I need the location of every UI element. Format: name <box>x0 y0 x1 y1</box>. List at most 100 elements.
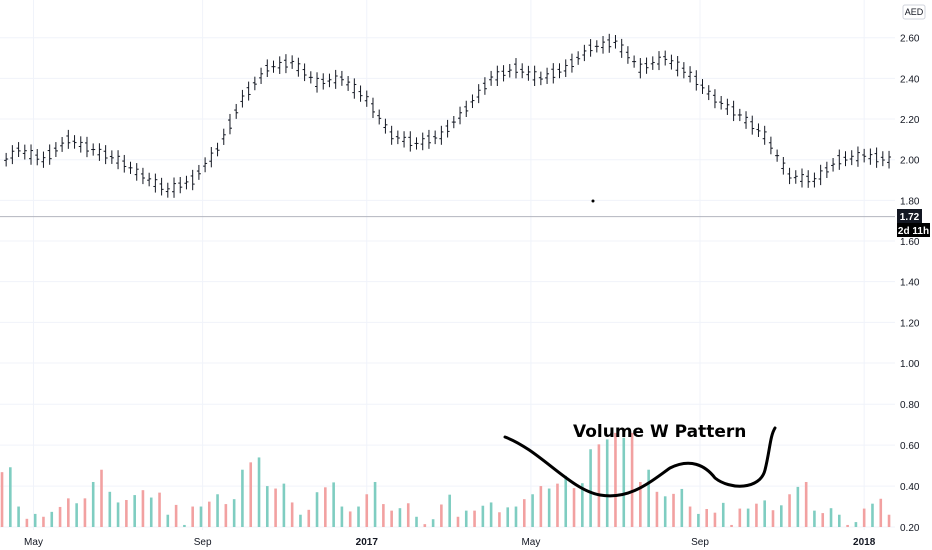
volume-bar <box>788 494 791 527</box>
volume-bar <box>887 514 891 527</box>
volume-bar <box>506 507 510 527</box>
volume-bar <box>813 510 816 527</box>
volume-bar <box>191 506 194 527</box>
volume-bar <box>390 510 393 527</box>
volume-bar <box>373 481 377 527</box>
volume-bar <box>854 522 858 527</box>
volume-bar <box>365 494 369 527</box>
volume-bar <box>547 488 551 527</box>
volume-bar <box>166 514 170 527</box>
volume-bar <box>531 494 534 527</box>
volume-bar <box>299 514 302 527</box>
volume-bar <box>564 475 568 527</box>
volume-bar <box>125 499 128 527</box>
volume-bar <box>456 516 460 527</box>
volume-bar <box>705 508 708 527</box>
volume-bar <box>67 498 70 527</box>
volume-bar <box>25 518 29 527</box>
volume-bar <box>663 496 667 527</box>
volume-bar <box>879 498 883 527</box>
volume-bar <box>50 511 54 527</box>
volume-bar <box>572 488 576 527</box>
volume-bar <box>821 513 825 527</box>
countdown-badge: 2d 11h <box>897 223 930 237</box>
volume-bar <box>382 504 385 527</box>
time-axis: MaySep2017MaySep2018MaySep2019May82020Ma… <box>24 537 876 548</box>
time-axis-label: Sep <box>691 537 709 548</box>
volume-bar <box>116 502 120 527</box>
volume-bar <box>274 488 277 527</box>
volume-bar <box>597 444 601 527</box>
price-axis-label: 2.20 <box>900 115 920 126</box>
volume-w-annotation: Volume W Pattern <box>573 422 746 442</box>
time-axis-label: 2018 <box>853 537 876 548</box>
volume-bar <box>241 469 244 527</box>
volume-bar <box>149 497 153 527</box>
time-axis-label: May <box>24 537 43 548</box>
volume-bar <box>290 502 294 527</box>
volume-bar <box>871 503 874 527</box>
price-axis-label: 1.20 <box>900 318 920 329</box>
time-axis-label: May <box>521 537 540 548</box>
volume-bar <box>440 504 443 527</box>
time-axis-label: 2017 <box>356 537 379 548</box>
volume-bar <box>58 506 62 527</box>
currency-label-text: AED <box>905 7 924 17</box>
volume-bar <box>324 487 327 527</box>
price-axis-label: 2.40 <box>900 74 920 85</box>
volume-axis-label: 0.60 <box>900 441 920 452</box>
volume-bar <box>398 508 402 527</box>
volume-bars <box>0 432 891 527</box>
volume-bar <box>713 512 717 527</box>
volume-bar <box>174 504 178 527</box>
volume-bar <box>133 495 136 527</box>
price-axis-label: 2.60 <box>900 34 920 45</box>
volume-bar <box>846 524 849 527</box>
volume-bar <box>257 457 261 527</box>
volume-bar <box>207 501 211 527</box>
volume-axis-label: 0.20 <box>900 523 920 534</box>
volume-bar <box>589 449 592 527</box>
volume-bar <box>614 432 617 527</box>
volume-bar <box>249 462 253 527</box>
volume-bar <box>779 505 783 527</box>
volume-bar <box>42 516 45 527</box>
volume-bar <box>639 481 642 527</box>
volume-w-curve <box>503 426 777 498</box>
price-axis-label: 1.60 <box>900 237 920 248</box>
volume-bar <box>622 437 626 527</box>
volume-bar <box>357 506 360 527</box>
volume-bar <box>75 503 78 527</box>
volume-bar <box>340 506 344 527</box>
volume-bar <box>448 494 451 527</box>
volume-bar <box>837 514 841 527</box>
volume-bar <box>862 508 866 527</box>
volume-bar <box>332 482 335 527</box>
last-price-label: 1.72 <box>900 212 920 223</box>
volume-bar <box>498 512 501 527</box>
currency-label[interactable]: AED <box>902 4 926 20</box>
volume-bar <box>755 503 758 527</box>
grid <box>0 0 895 530</box>
volume-bar <box>216 494 219 527</box>
volume-bar <box>605 439 609 527</box>
volume-bar <box>141 490 145 527</box>
volume-bar <box>804 481 808 527</box>
volume-bar <box>423 524 427 527</box>
volume-bar <box>415 516 418 527</box>
volume-bar <box>91 481 95 527</box>
price-bars <box>4 33 892 198</box>
volume-bar <box>672 493 675 527</box>
last-price-badge: 1.72 <box>897 209 922 223</box>
volume-bar <box>489 502 493 527</box>
volume-bar <box>158 492 161 527</box>
volume-bar <box>406 503 410 527</box>
marker-dot <box>591 199 595 203</box>
volume-bar <box>655 491 659 527</box>
volume-bar <box>183 524 186 527</box>
price-axis-label: 1.80 <box>900 196 920 207</box>
volume-bar <box>9 467 12 527</box>
volume-bar <box>730 524 733 527</box>
volume-bar <box>746 508 750 527</box>
